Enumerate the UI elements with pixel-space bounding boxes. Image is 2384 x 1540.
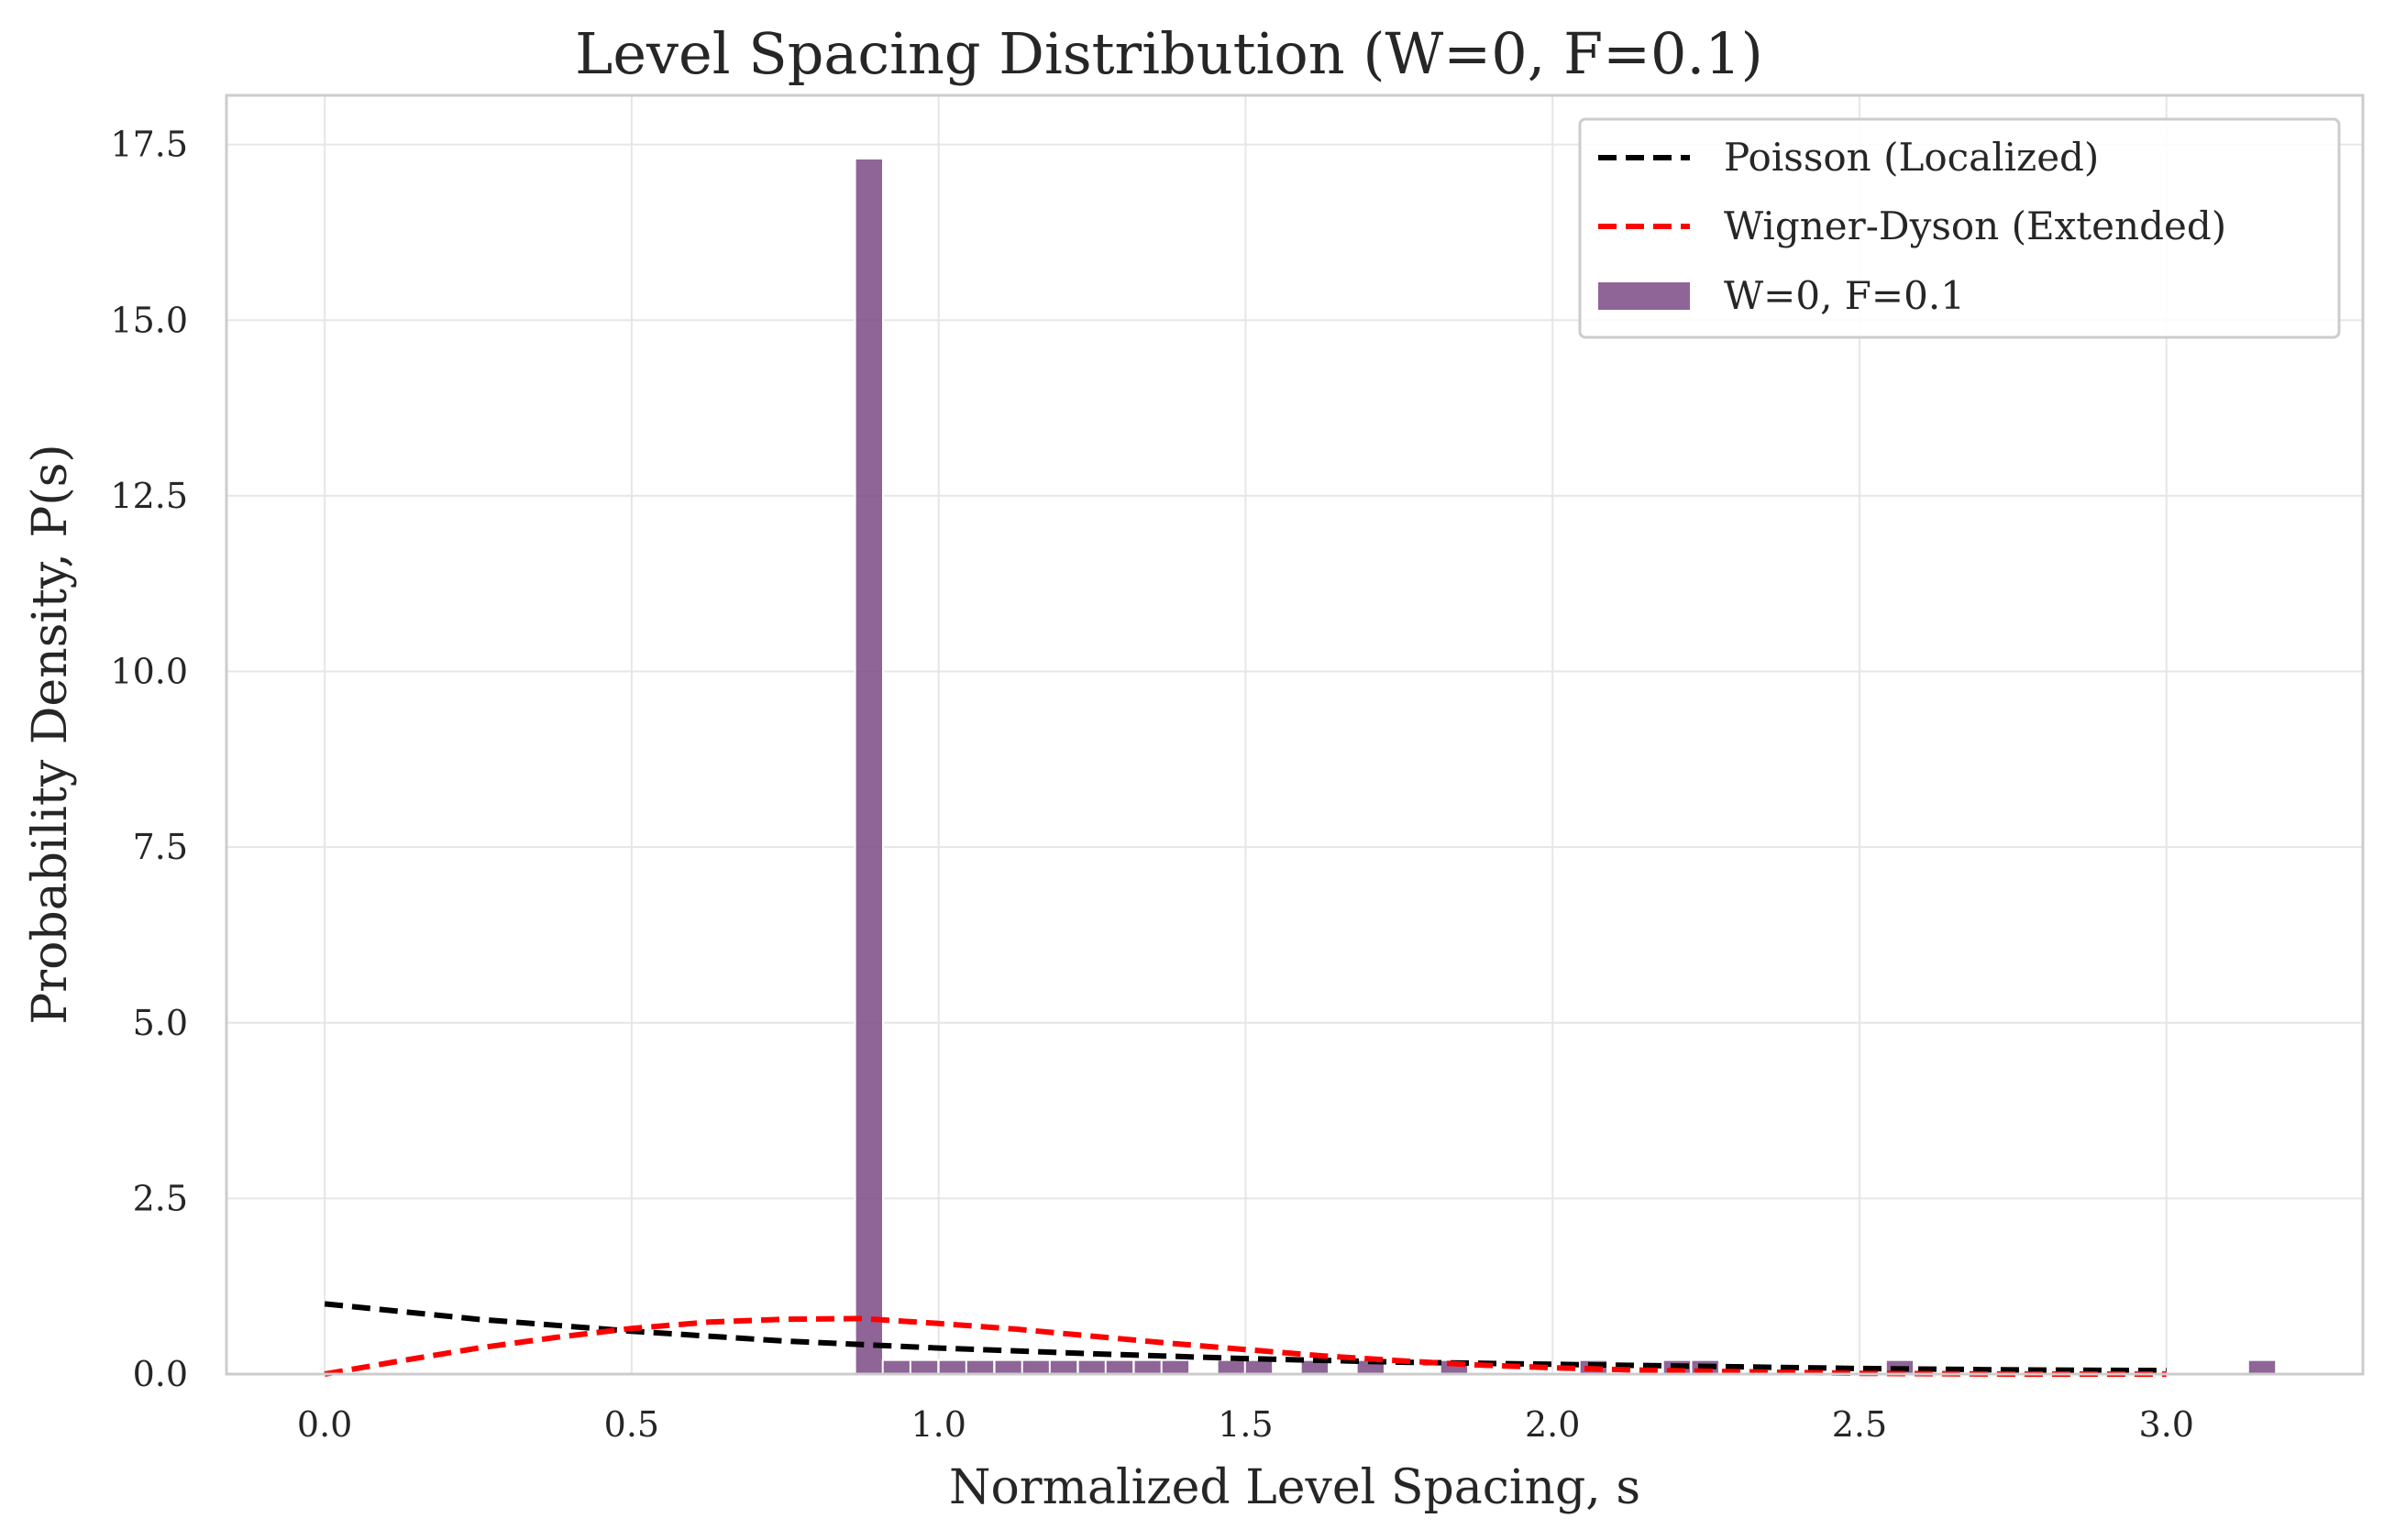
x-tick-label: 3.0 [2139, 1404, 2194, 1445]
histogram-bar [1021, 1358, 1052, 1375]
y-tick-label: 15.0 [110, 300, 188, 340]
y-tick-label: 17.5 [110, 125, 188, 165]
histogram-bar [1160, 1358, 1191, 1375]
series-line-wigner-dyson [324, 1315, 2167, 1377]
x-axis-label: Normalized Level Spacing, s [949, 1460, 1640, 1515]
x-tick-label: 0.5 [604, 1404, 659, 1445]
y-tick-label: 10.0 [110, 652, 188, 692]
x-tick-label: 2.0 [1525, 1404, 1580, 1445]
histogram-bar [1104, 1358, 1135, 1375]
x-tick-label: 0.0 [297, 1404, 352, 1445]
x-ticks: 0.0 0.5 1.0 1.5 2.0 2.5 3.0 [297, 1404, 2194, 1445]
y-ticks: 0.0 2.5 5.0 7.5 10.0 12.5 15.0 17.5 [110, 125, 188, 1394]
histogram-bar [1216, 1358, 1247, 1375]
legend-label-wigner-dyson: Wigner-Dyson (Extended) [1724, 204, 2226, 248]
curves [324, 1301, 2167, 1377]
y-tick-label: 0.0 [133, 1354, 188, 1394]
chart-title: Level Spacing Distribution (W=0, F=0.1) [575, 20, 1763, 87]
histogram-bar [1076, 1358, 1108, 1375]
histogram-bar [1132, 1358, 1163, 1375]
legend-label-poisson: Poisson (Localized) [1724, 135, 2099, 180]
y-tick-label: 7.5 [133, 827, 188, 867]
x-tick-label: 1.0 [911, 1404, 966, 1445]
legend-label-histogram: W=0, F=0.1 [1724, 273, 1965, 318]
histogram-bar [909, 1358, 940, 1375]
legend-swatch-histogram [1598, 282, 1690, 310]
y-axis-label: Probability Density, P(s) [23, 444, 78, 1024]
histogram-bar [881, 1358, 912, 1375]
x-tick-label: 2.5 [1832, 1404, 1887, 1445]
histogram-bar [993, 1358, 1023, 1375]
histogram-bar [1243, 1358, 1275, 1375]
plot-frame [225, 94, 2365, 1376]
y-tick-label: 2.5 [133, 1178, 188, 1218]
histogram-bar [1048, 1358, 1079, 1375]
y-tick-label: 5.0 [133, 1003, 188, 1043]
legend: Poisson (Localized) Wigner-Dyson (Extend… [1578, 117, 2341, 339]
histogram-bar [965, 1358, 996, 1375]
y-tick-label: 12.5 [110, 476, 188, 516]
histogram-bar [2246, 1358, 2278, 1375]
histogram-bar [854, 157, 885, 1375]
x-tick-label: 1.5 [1218, 1404, 1273, 1445]
legend-box [1578, 117, 2341, 339]
histogram-bars [854, 157, 2278, 1375]
histogram-bar [937, 1358, 968, 1375]
